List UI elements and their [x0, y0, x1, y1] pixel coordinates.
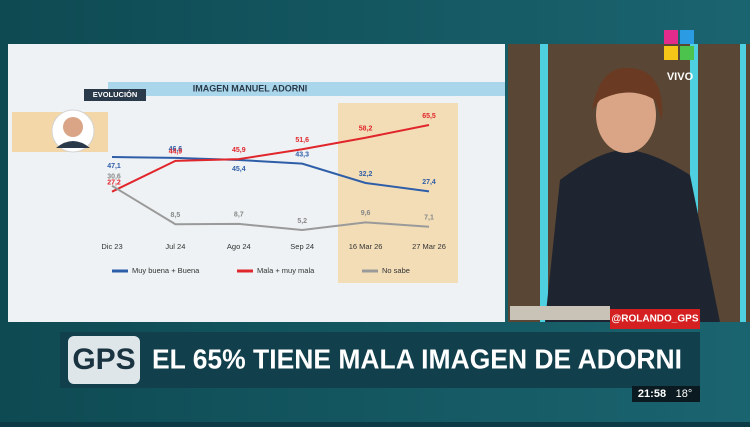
data-label: 45,4 — [232, 166, 246, 173]
data-label: 32,2 — [359, 171, 373, 178]
legend-label: Muy buena + Buena — [132, 266, 200, 275]
data-label: 44,9 — [169, 149, 183, 156]
x-tick-label: 16 Mar 26 — [349, 242, 383, 251]
presenter-body — [545, 150, 720, 322]
presenter-hair — [592, 67, 663, 120]
series-line — [111, 156, 430, 193]
logo — [680, 46, 694, 60]
data-label: 65,5 — [422, 113, 436, 120]
data-label: 9,6 — [361, 210, 371, 217]
x-tick-label: 27 Mar 26 — [412, 242, 446, 251]
light — [740, 44, 746, 322]
show-box — [68, 336, 140, 384]
data-label: 45,9 — [232, 147, 246, 154]
data-label: 47,1 — [107, 163, 121, 170]
photo-face — [63, 117, 83, 137]
x-tick-label: Jul 24 — [165, 242, 185, 251]
headline: EL 65% TIENE MALA IMAGEN DE ADORNI — [152, 343, 682, 374]
light — [540, 44, 548, 322]
data-label: 8,7 — [234, 212, 244, 219]
show-logo: GPS — [72, 343, 135, 376]
data-label: 5,2 — [297, 218, 307, 225]
data-label: 58,2 — [359, 126, 373, 133]
plot: Dic 23 Jul 24 Ago 24 Sep 24 16 Mar 26 27 Mar … — [101, 113, 446, 275]
data-label: 46,6 — [169, 146, 183, 153]
banner — [60, 332, 700, 388]
data-label: 7,1 — [424, 215, 434, 222]
clock: 21:58 — [638, 388, 666, 400]
title-band — [108, 82, 505, 96]
subtitle-box — [84, 89, 146, 101]
photo-suit — [56, 141, 90, 148]
handle-box — [610, 309, 700, 329]
presenter-face — [596, 77, 656, 153]
live-label: VIVO — [667, 71, 694, 83]
desk-papers — [510, 306, 610, 320]
data-label: 43,3 — [295, 152, 309, 159]
legend-label: No sabe — [382, 266, 410, 275]
legend-label: Mala + muy mala — [257, 266, 315, 275]
temperature: 18° — [676, 388, 693, 400]
logo — [664, 30, 678, 44]
series-line — [111, 124, 430, 193]
x-tick-label: Sep 24 — [290, 242, 314, 251]
chart-subtitle: EVOLUCIÓN — [93, 90, 138, 99]
light — [690, 44, 698, 322]
highlight — [338, 103, 458, 283]
data-label: 30,6 — [107, 174, 121, 181]
data-label: 27,2 — [107, 180, 121, 187]
logo — [664, 46, 678, 60]
data-label: 27,4 — [422, 179, 436, 186]
data-label: 51,6 — [295, 137, 309, 144]
logo — [680, 30, 694, 44]
clock-box — [632, 386, 700, 402]
x-tick-label: Ago 24 — [227, 242, 251, 251]
handle: @ROLANDO_GPS — [612, 314, 699, 325]
chart-title: IMAGEN MANUEL ADORNI — [193, 83, 308, 93]
series-line — [111, 184, 430, 232]
data-label: 8,5 — [171, 212, 181, 219]
x-tick-label: Dic 23 — [101, 242, 122, 251]
